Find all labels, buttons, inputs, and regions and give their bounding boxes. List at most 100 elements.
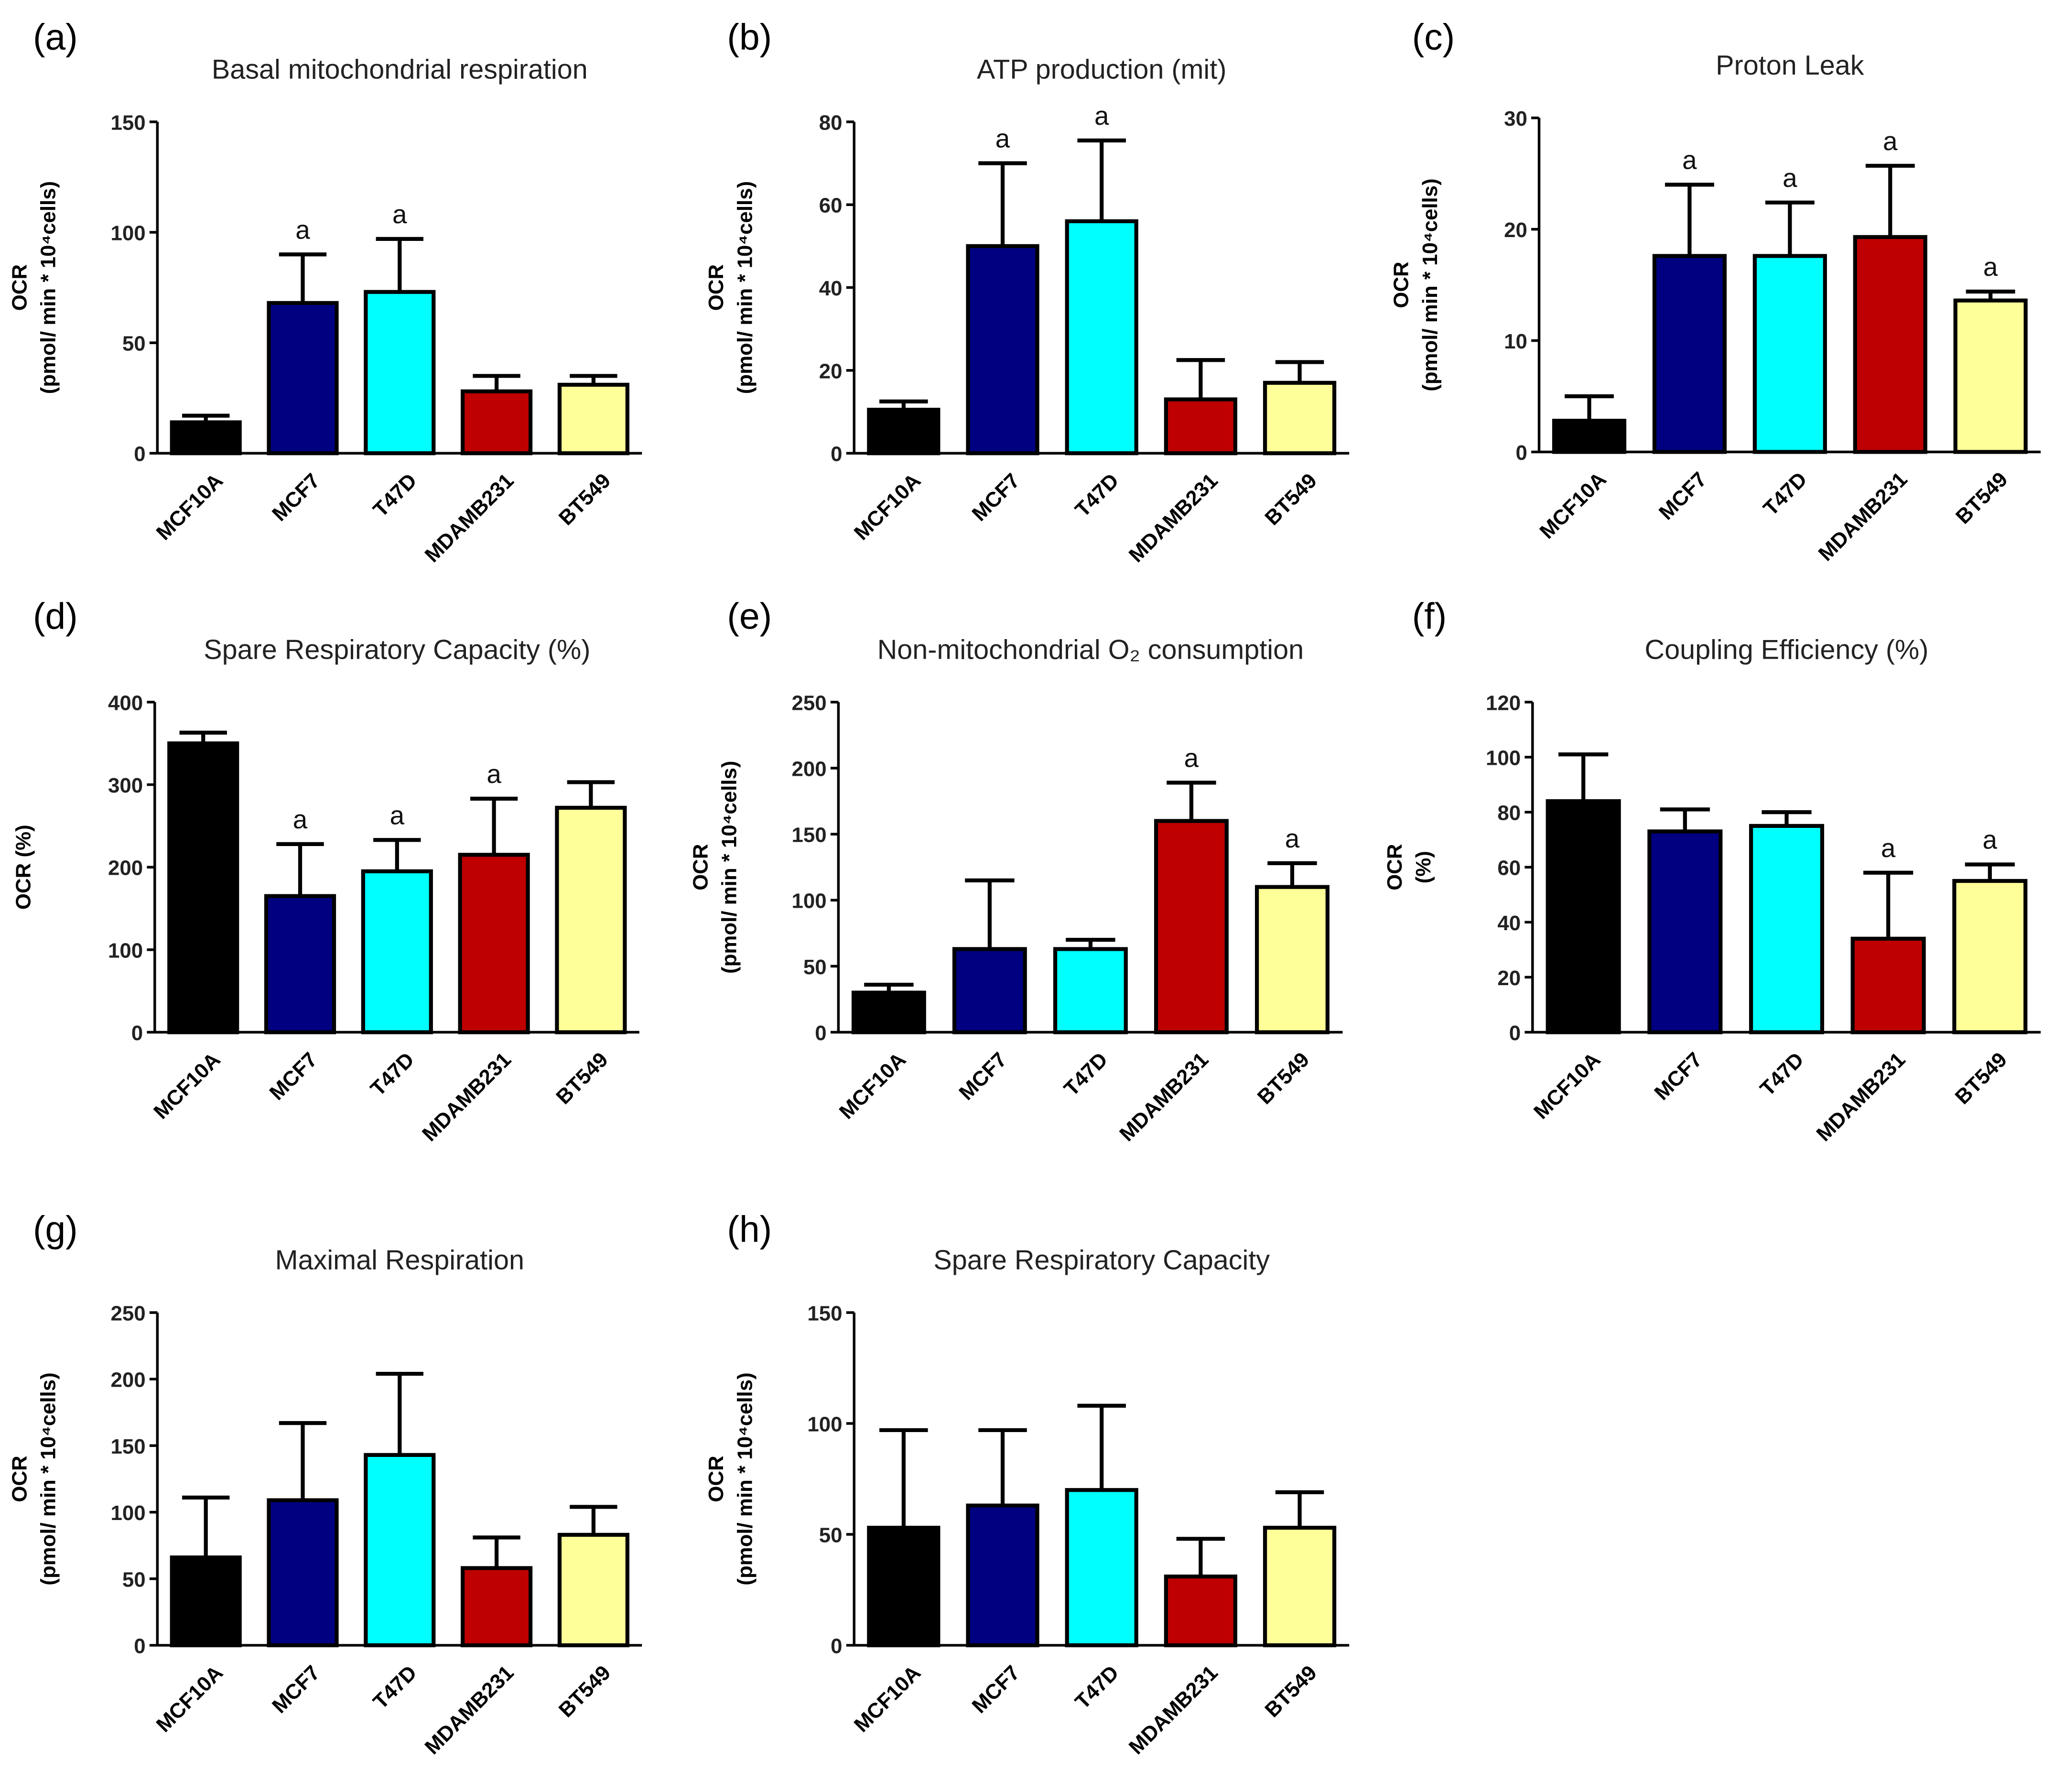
y-tick-label: 80 xyxy=(1497,802,1521,825)
x-tick-label: MCF10A xyxy=(1535,467,1611,543)
y-tick-label: 50 xyxy=(122,1568,146,1591)
y-axis-label: (%) xyxy=(1412,851,1435,883)
bar-bt549 xyxy=(555,805,627,1034)
y-tick-label: 100 xyxy=(111,221,146,245)
y-axis-label: OCR xyxy=(8,264,31,311)
significance-label: a xyxy=(1881,833,1896,863)
y-tick-label: 60 xyxy=(819,194,843,217)
x-tick-label: T47D xyxy=(368,469,421,521)
y-axis-label: (pmol/ min * 10⁴cells) xyxy=(37,181,60,394)
bar-mcf7 xyxy=(952,947,1027,1034)
bar-mcf10a xyxy=(1546,799,1621,1034)
y-tick-label: 20 xyxy=(1497,967,1521,990)
x-tick-label: MDAMB231 xyxy=(420,1661,518,1759)
bar-t47d xyxy=(1749,824,1825,1034)
panel-label: (d) xyxy=(33,596,78,637)
x-tick-label: BT549 xyxy=(1260,1661,1321,1722)
y-tick-label: 20 xyxy=(819,359,843,383)
bar-bt549 xyxy=(1953,298,2028,454)
y-tick-label: 150 xyxy=(111,111,146,134)
y-tick-label: 0 xyxy=(131,1021,143,1045)
bar-t47d xyxy=(364,290,436,456)
y-axis-label: (pmol/ min * 10⁴cells) xyxy=(1418,178,1442,391)
panel-label: (g) xyxy=(33,1209,78,1250)
y-tick-label: 80 xyxy=(819,111,843,134)
significance-label: a xyxy=(1682,145,1697,175)
y-tick-label: 50 xyxy=(819,1523,843,1547)
bar-bt549 xyxy=(557,1532,629,1648)
bar-mdamb231 xyxy=(1853,235,1927,454)
y-tick-label: 250 xyxy=(792,691,827,715)
bar-mdamb231 xyxy=(461,1566,533,1648)
y-tick-label: 100 xyxy=(807,1412,842,1436)
x-tick-label: MCF10A xyxy=(850,1661,926,1737)
panel-label: (e) xyxy=(727,596,772,637)
chart-panel: (h) Spare Respiratory Capacity OCR (pmol/ m… xyxy=(704,1209,1350,1759)
significance-label: a xyxy=(1285,824,1300,853)
chart-panel: (f) Coupling Efficiency (%) OCR (%) 0 20 40 60 8… xyxy=(1383,596,2041,1146)
panel-label: (b) xyxy=(727,17,772,58)
y-tick-label: 100 xyxy=(108,939,143,962)
bar-mdamb231 xyxy=(1850,936,1926,1034)
x-tick-label: MCF7 xyxy=(1650,1048,1707,1105)
chart-title: Basal mitochondrial respiration xyxy=(212,54,588,85)
y-axis-label: OCR xyxy=(689,844,712,891)
x-tick-label: T47D xyxy=(1059,1048,1112,1100)
y-tick-label: 30 xyxy=(1504,107,1527,130)
x-tick-label: T47D xyxy=(1070,1661,1123,1714)
y-tick-label: 100 xyxy=(1486,746,1521,770)
y-axis-label: (pmol/ min * 10⁴cells) xyxy=(733,1372,757,1585)
x-tick-label: MCF7 xyxy=(967,1661,1024,1718)
bar-mcf10a xyxy=(867,1526,941,1648)
x-tick-label: MCF7 xyxy=(265,1048,322,1105)
significance-label: a xyxy=(486,759,501,789)
y-tick-label: 120 xyxy=(1486,691,1521,715)
bar-mdamb231 xyxy=(1154,819,1229,1034)
bar-bt549 xyxy=(1263,1526,1337,1648)
significance-label: a xyxy=(390,800,405,830)
x-tick-label: T47D xyxy=(366,1048,419,1100)
bar-t47d xyxy=(1065,219,1138,456)
x-tick-label: MDAMB231 xyxy=(418,1048,516,1146)
y-tick-label: 150 xyxy=(807,1302,842,1325)
chart-title: ATP production (mit) xyxy=(977,54,1226,85)
chart-title: Non-mitochondrial O₂ consumption xyxy=(877,634,1304,665)
panel-label: (h) xyxy=(727,1209,772,1250)
y-tick-label: 0 xyxy=(1509,1021,1521,1045)
chart-panel: (c) Proton Leak OCR (pmol/ min * 10⁴cells) 0… xyxy=(1389,17,2041,565)
x-tick-label: BT549 xyxy=(551,1048,613,1109)
x-tick-label: T47D xyxy=(1755,1048,1808,1100)
x-tick-label: BT549 xyxy=(554,1661,616,1722)
bar-mdamb231 xyxy=(1164,1575,1238,1648)
x-tick-label: MCF7 xyxy=(268,469,324,526)
chart-title: Proton Leak xyxy=(1716,50,1864,81)
significance-label: a xyxy=(1983,825,1998,855)
y-tick-label: 150 xyxy=(792,824,827,847)
significance-label: a xyxy=(1983,252,1998,282)
chart-title: Maximal Respiration xyxy=(275,1245,524,1276)
bar-t47d xyxy=(364,1453,436,1648)
x-tick-label: MCF10A xyxy=(149,1048,225,1124)
y-tick-label: 0 xyxy=(134,443,145,466)
bar-bt549 xyxy=(557,382,629,456)
bar-bt549 xyxy=(1263,380,1337,456)
x-tick-label: MCF10A xyxy=(850,469,926,545)
x-tick-label: MCF10A xyxy=(1529,1048,1605,1124)
x-tick-label: MCF7 xyxy=(1654,467,1711,524)
bar-mcf10a xyxy=(851,990,926,1034)
y-axis-label: OCR xyxy=(1383,844,1406,891)
y-tick-label: 0 xyxy=(831,1635,842,1658)
significance-label: a xyxy=(293,804,308,834)
y-axis-label: (pmol/ min * 10⁴cells) xyxy=(37,1372,60,1585)
x-tick-label: T47D xyxy=(1759,467,1811,520)
chart-panel: (b) ATP production (mit) OCR (pmol/ min * 1… xyxy=(704,17,1350,567)
y-axis-label: OCR xyxy=(1389,261,1413,308)
significance-label: a xyxy=(1783,163,1797,193)
y-axis-label: OCR xyxy=(704,1455,728,1502)
x-tick-label: BT549 xyxy=(1951,1048,2012,1109)
significance-label: a xyxy=(1094,101,1109,130)
bar-mcf7 xyxy=(1647,829,1723,1034)
x-tick-label: BT549 xyxy=(1951,467,2012,529)
y-tick-label: 40 xyxy=(1497,912,1521,935)
y-axis-label: (pmol/ min * 10⁴cells) xyxy=(733,181,757,394)
